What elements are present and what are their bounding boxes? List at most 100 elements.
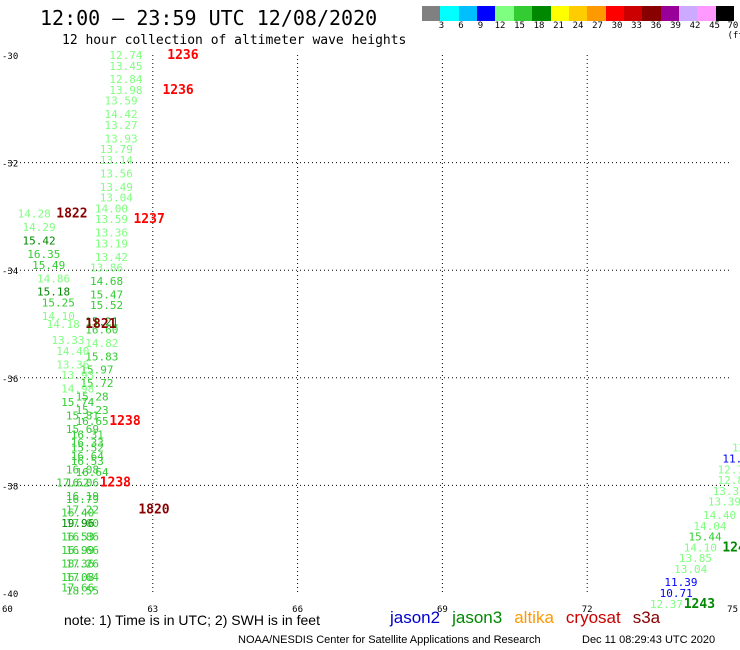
wave-height-label: 13.49 bbox=[100, 181, 133, 194]
footer-note: note: 1) Time is in UTC; 2) SWH is in fe… bbox=[64, 612, 320, 628]
wave-height-label: 17.26 bbox=[66, 557, 99, 570]
colorbar-label: 36 bbox=[650, 21, 662, 31]
wave-height-label: 16.64 bbox=[71, 450, 104, 463]
wave-height-label: 13.14 bbox=[100, 154, 133, 167]
wave-height-label: 15.42 bbox=[22, 235, 55, 248]
colorbar-label: 45 bbox=[709, 21, 720, 31]
wave-height-label: 17.66 bbox=[61, 582, 94, 595]
colorbar-label: 39 bbox=[670, 21, 681, 31]
wave-height-label: 14.82 bbox=[85, 337, 118, 350]
colorbar-swatch bbox=[697, 6, 716, 21]
wave-height-label: 13.85 bbox=[679, 552, 712, 565]
wave-height-label: 15.25 bbox=[42, 296, 75, 309]
wave-height-label: 16.08 bbox=[61, 571, 94, 584]
pass-time-label: 1236 bbox=[167, 48, 198, 63]
wave-height-label: 15.97 bbox=[80, 364, 113, 377]
wave-height-label: 14.10 bbox=[42, 310, 75, 323]
track-1237: 13.59 123713.3613.1913.4213.8614.6815.471… bbox=[56, 212, 165, 597]
wave-height-label: 12.7 bbox=[718, 463, 740, 476]
wave-height-label: 15.23 bbox=[76, 404, 109, 417]
satellite-legend: jason2 jason3 altika cryosat s3a bbox=[390, 608, 672, 628]
wave-height-label: 12.74 bbox=[109, 49, 142, 62]
legend-item-jason3: jason3 bbox=[452, 608, 503, 627]
wave-height-label: 16.99 bbox=[61, 544, 94, 557]
wave-height-label: 13.27 bbox=[105, 119, 138, 132]
colorbar-swatch bbox=[422, 6, 441, 21]
colorbar-swatch bbox=[715, 6, 735, 21]
lon-tick-label: 63 bbox=[147, 605, 158, 615]
wave-height-label: 10.71 bbox=[660, 587, 693, 600]
wave-height-label: 14.04 bbox=[693, 520, 726, 533]
wave-height-label: 13.59 bbox=[105, 95, 138, 108]
wave-height-label: 13.39 bbox=[708, 496, 740, 509]
legend-item-altika: altika bbox=[514, 608, 554, 627]
wave-height-label: 14.68 bbox=[90, 275, 123, 288]
wave-height-label: 15.47 bbox=[90, 288, 123, 301]
colorbar-label: 9 bbox=[477, 21, 484, 31]
wave-height-label: 17.62 bbox=[56, 477, 89, 490]
lat-tick-label: -40 bbox=[2, 590, 18, 600]
wave-height-label: 13.38 bbox=[713, 485, 740, 498]
colorbar-label: 27 bbox=[592, 21, 603, 31]
wave-height-label: 15.52 bbox=[71, 442, 104, 455]
colorbar-swatch bbox=[623, 6, 643, 21]
colorbar-label: 3 bbox=[438, 21, 445, 31]
wave-height-label: 14.18 bbox=[47, 318, 80, 331]
colorbar-swatch bbox=[458, 6, 478, 21]
pass-time-label: 1243 bbox=[684, 597, 715, 612]
colorbar-swatch bbox=[660, 6, 680, 21]
wave-height-label: 14.98 bbox=[61, 383, 94, 396]
wave-height-label: 13.04 bbox=[674, 563, 707, 576]
wave-height-label: 14.86 bbox=[37, 272, 70, 285]
wave-height-label: 15.18 bbox=[37, 286, 70, 299]
wave-height-label: 13.79 bbox=[100, 143, 133, 156]
wave-height-label: 17.64 bbox=[66, 571, 99, 584]
lat-tick-label: -30 bbox=[2, 52, 18, 62]
pass-time-label: 1236 bbox=[162, 83, 193, 98]
wave-height-label: 16.53 bbox=[61, 531, 94, 544]
colorbar-label: 33 bbox=[631, 21, 642, 31]
wave-height-label: 13.98 bbox=[109, 84, 142, 97]
wave-height-label: 18.36 bbox=[61, 557, 94, 570]
wave-height-label: 12 bbox=[732, 442, 740, 455]
lon-tick-label: 75 bbox=[727, 605, 738, 615]
wave-height-label: 13.93 bbox=[61, 369, 94, 382]
colorbar-swatch bbox=[495, 6, 514, 21]
track-1243: 1211.12.712.8013.3813.3914.4014.0415.441… bbox=[650, 442, 740, 612]
lon-tick-label: 72 bbox=[582, 605, 593, 615]
pass-time-label: 1821 bbox=[85, 317, 116, 332]
colorbar-label: 70 (ft) bbox=[727, 21, 740, 41]
wave-height-label: 13.56 bbox=[100, 167, 133, 180]
wave-height-label: 13.19 bbox=[95, 237, 128, 250]
wave-height-label: 16.66 bbox=[66, 544, 99, 557]
wave-height-label: 18.55 bbox=[66, 584, 99, 597]
wave-height-label: 19.96 bbox=[61, 517, 94, 530]
legend-item-jason2: jason2 bbox=[390, 608, 441, 627]
wave-height-label: 16.33 bbox=[71, 436, 104, 449]
wave-height-label: 12.84 bbox=[109, 73, 142, 86]
wave-height-label: 14.00 bbox=[95, 202, 128, 215]
wave-height-label: 16.35 bbox=[27, 248, 60, 261]
wave-height-label: 14.10 bbox=[684, 541, 717, 554]
pass-time-label: 1238 bbox=[100, 476, 131, 491]
colorbar-label: 15 bbox=[514, 21, 525, 31]
page-title: 12:00 – 23:59 UTC 12/08/2020 bbox=[40, 6, 378, 30]
wave-height-label: 15.72 bbox=[80, 377, 113, 390]
lat-tick-label: -32 bbox=[2, 160, 18, 170]
wave-height-label: 15.74 bbox=[61, 396, 94, 409]
colorbar-label: 42 bbox=[689, 21, 701, 31]
wave-height-label: 16.31 bbox=[71, 428, 104, 441]
wave-height-label: 15.44 bbox=[689, 531, 722, 544]
wave-height-label: 15.81 bbox=[66, 409, 99, 422]
legend-item-s3a: s3a bbox=[632, 608, 661, 627]
colorbar-swatch bbox=[550, 6, 569, 21]
colorbar-label: 30 bbox=[611, 21, 623, 31]
colorbar-label: 21 bbox=[553, 21, 564, 31]
wave-height-label: 13.36 bbox=[95, 227, 128, 240]
lat-tick-label: -38 bbox=[2, 482, 18, 492]
colorbar-label: 24 bbox=[572, 21, 584, 31]
colorbar-label: 6 bbox=[458, 21, 464, 31]
pass-time-label: 1237 bbox=[133, 212, 164, 227]
